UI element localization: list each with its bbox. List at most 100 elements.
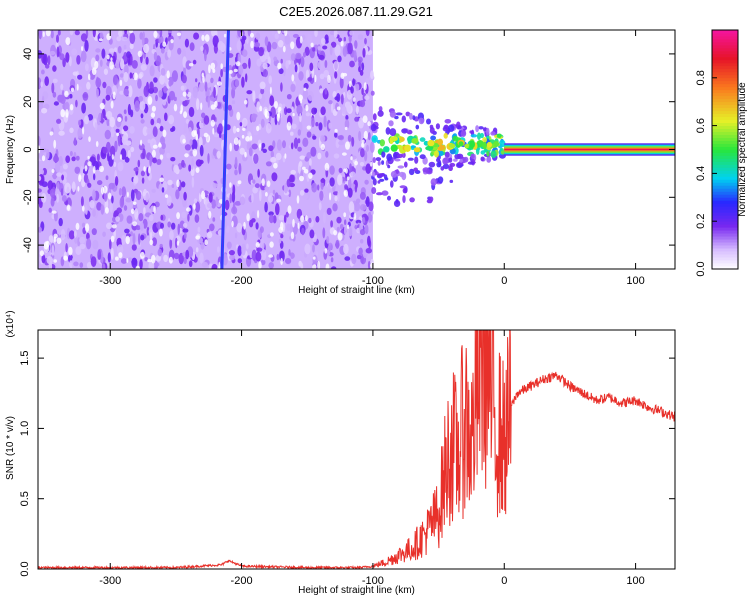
colorbar-step bbox=[712, 245, 738, 249]
colorbar-step bbox=[712, 263, 738, 267]
colorbar-step bbox=[712, 98, 738, 103]
colorbar-step bbox=[712, 131, 738, 135]
colorbar-step bbox=[712, 260, 738, 264]
colorbar-label: Normalized spectral amplitude bbox=[737, 82, 748, 217]
colorbar-step bbox=[712, 128, 738, 132]
colorbar-step bbox=[712, 74, 738, 79]
colorbar-step bbox=[712, 215, 738, 219]
colorbar-step bbox=[712, 89, 738, 94]
colorbar-step bbox=[712, 167, 738, 171]
colorbar-tick-label: 0.0 bbox=[695, 261, 707, 276]
colorbar-step bbox=[712, 30, 738, 34]
colorbar-step bbox=[712, 104, 738, 109]
spectrogram-y-tick-label: 40 bbox=[22, 48, 34, 60]
snr-panel: -300 -200 -100 0 100 0.0 0.5 1.0 1.5 Height of st… bbox=[5, 310, 676, 596]
colorbar-step bbox=[712, 266, 738, 270]
snr-x-tick-label: -200 bbox=[231, 575, 253, 587]
colorbar-step bbox=[712, 239, 738, 243]
colorbar-step bbox=[712, 116, 738, 121]
colorbar-step bbox=[712, 179, 738, 183]
colorbar-step bbox=[712, 119, 738, 124]
colorbar-step bbox=[712, 152, 738, 156]
colorbar-step bbox=[712, 38, 738, 43]
colorbar-step bbox=[712, 146, 738, 150]
snr-x-tick-label: -100 bbox=[362, 575, 384, 587]
colorbar-step bbox=[712, 110, 738, 115]
colorbar-step bbox=[712, 68, 738, 73]
colorbar-step bbox=[712, 218, 738, 222]
colorbar-tick-label: 0.2 bbox=[695, 214, 707, 229]
spectrogram-x-tick-label: -300 bbox=[99, 275, 121, 287]
spectrogram-x-tick-label: -100 bbox=[362, 275, 384, 287]
colorbar-step bbox=[712, 32, 738, 37]
spectrogram-y-label: Frequency (Hz) bbox=[5, 115, 16, 184]
colorbar-step bbox=[712, 224, 738, 228]
colorbar-step bbox=[712, 230, 738, 234]
snr-y-tick-label: 1.5 bbox=[19, 350, 31, 365]
colorbar-step bbox=[712, 92, 738, 97]
colorbar-step bbox=[712, 125, 738, 129]
snr-series-line bbox=[38, 330, 675, 569]
colorbar-step bbox=[712, 227, 738, 231]
colorbar-step bbox=[712, 83, 738, 88]
snr-y-tick-label: 0.5 bbox=[19, 491, 31, 506]
colorbar-frame bbox=[711, 29, 739, 270]
colorbar-step bbox=[712, 185, 738, 189]
colorbar-step bbox=[712, 59, 738, 64]
colorbar-step bbox=[712, 170, 738, 174]
colorbar-tick-label: 0.8 bbox=[695, 70, 707, 85]
noise-blobs bbox=[38, 30, 375, 269]
colorbar-step bbox=[712, 233, 738, 237]
spectrogram-x-tick-label: 0 bbox=[501, 275, 507, 287]
colorbar-step bbox=[712, 236, 738, 240]
colorbar-step bbox=[712, 155, 738, 159]
snr-x-tick-label: 100 bbox=[626, 575, 644, 587]
colorbar-step bbox=[712, 251, 738, 255]
colorbar-step bbox=[712, 182, 738, 186]
spectrogram-y-tick-label: 0 bbox=[22, 146, 34, 152]
colorbar-step bbox=[712, 176, 738, 180]
colorbar-step bbox=[712, 203, 738, 207]
colorbar-step bbox=[712, 209, 738, 213]
snr-x-tick-label: 0 bbox=[501, 575, 507, 587]
signal-band bbox=[504, 143, 675, 156]
colorbar: 0.0 0.2 0.4 0.6 0.8 Normalized spectral ampli… bbox=[695, 29, 748, 277]
spectrogram-y-tick-label: -40 bbox=[22, 237, 34, 253]
snr-y-tick-label: 0.0 bbox=[19, 561, 31, 576]
colorbar-step bbox=[712, 65, 738, 70]
colorbar-step bbox=[712, 164, 738, 168]
colorbar-step bbox=[712, 122, 738, 126]
colorbar-tick-label: 0.4 bbox=[695, 166, 707, 181]
colorbar-step bbox=[712, 44, 738, 49]
colorbar-step bbox=[712, 197, 738, 201]
snr-x-label: Height of straight line (km) bbox=[298, 585, 415, 596]
colorbar-step bbox=[712, 95, 738, 100]
colorbar-step bbox=[712, 101, 738, 106]
spectrogram-image bbox=[38, 30, 675, 269]
colorbar-step bbox=[712, 77, 738, 82]
colorbar-step bbox=[712, 53, 738, 58]
colorbar-step bbox=[712, 257, 738, 261]
colorbar-step bbox=[712, 221, 738, 225]
colorbar-step bbox=[712, 206, 738, 210]
colorbar-step bbox=[712, 212, 738, 216]
colorbar-step bbox=[712, 113, 738, 118]
spectrogram-x-tick-label: 100 bbox=[626, 275, 644, 287]
spectrogram-x-label: Height of straight line (km) bbox=[298, 285, 415, 296]
signal-tail bbox=[370, 106, 506, 207]
colorbar-step bbox=[712, 137, 738, 141]
colorbar-step bbox=[712, 254, 738, 258]
colorbar-step bbox=[712, 158, 738, 162]
colorbar-step bbox=[712, 143, 738, 147]
colorbar-step bbox=[712, 140, 738, 144]
snr-y-tick-label: 1.0 bbox=[19, 421, 31, 436]
colorbar-step bbox=[712, 188, 738, 192]
colorbar-step bbox=[712, 47, 738, 52]
colorbar-step bbox=[712, 62, 738, 67]
colorbar-step bbox=[712, 80, 738, 85]
colorbar-step bbox=[712, 50, 738, 55]
colorbar-step bbox=[712, 248, 738, 252]
colorbar-step bbox=[712, 194, 738, 198]
